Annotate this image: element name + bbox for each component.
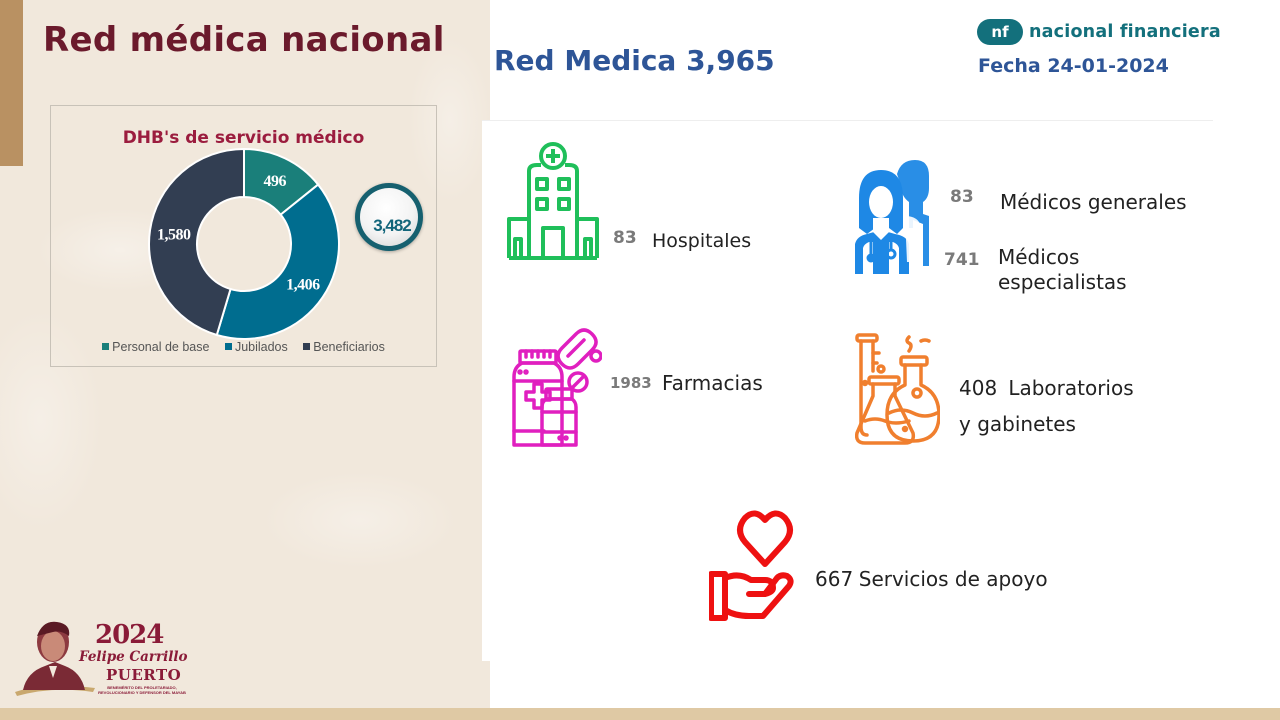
legend-item-personal-de-base: Personal de base <box>102 340 209 354</box>
page-title: Red médica nacional <box>43 20 445 60</box>
nafin-logo-mark-icon: nf <box>977 19 1023 45</box>
donut-value-label: 1,580 <box>157 227 191 244</box>
gold-accent-bar <box>0 0 23 166</box>
legend-item-jubilados: Jubilados <box>224 340 288 354</box>
servicios-count: 667 <box>815 567 854 591</box>
donut-svg: 496 1,406 1,580 <box>148 147 340 340</box>
dhb-donut-chart: DHB's de servicio médico 496 1,406 1,580 P… <box>50 105 437 367</box>
doctors-icon <box>855 160 929 274</box>
medicos-especialistas-label: Médicos especialistas <box>998 245 1127 294</box>
nafin-logo: nf nacional financiera <box>977 18 1221 46</box>
stat-hospitales <box>507 141 599 266</box>
medicos-especialistas-count: 741 <box>944 250 980 270</box>
stat-laboratorios <box>854 333 941 450</box>
total-dhb-bubble: 3,482 <box>355 183 423 251</box>
seal-name-line1: Felipe Carrillo <box>79 649 188 665</box>
pharmacy-icon <box>512 328 603 447</box>
laboratorios-count: 408 <box>959 376 998 400</box>
felipe-carrillo-puerto-seal: 2024 Felipe Carrillo PUERTO BENEMÉRITO D… <box>15 618 188 703</box>
hospitales-count: 83 <box>613 228 637 248</box>
medicos-generales-label: Médicos generales <box>1000 190 1187 214</box>
donut-value-label: 496 <box>263 173 286 190</box>
stat-medicos <box>855 158 929 279</box>
donut-slice-beneficiarios <box>148 147 245 337</box>
red-medica-total: Red Medica 3,965 <box>494 44 775 77</box>
stats-panel: 83 Hospitales 83 M <box>482 120 1213 661</box>
nafin-logo-text: nacional financiera <box>1029 22 1221 42</box>
medicos-generales-count: 83 <box>950 187 974 207</box>
farmacias-count: 1983 <box>610 374 652 392</box>
donut-value-label: 1,406 <box>286 277 320 294</box>
hospitales-label: Hospitales <box>652 230 752 252</box>
bottom-gold-strip <box>0 708 1280 720</box>
left-background-pattern <box>0 0 490 710</box>
legend-item-beneficiarios: Beneficiarios <box>303 340 385 354</box>
total-dhb-value: 3,482 <box>373 216 412 235</box>
chart-title: DHB's de servicio médico <box>122 128 365 148</box>
laboratorios-label-line1: Laboratorios <box>1008 376 1134 400</box>
lab-flasks-icon <box>854 333 941 445</box>
chart-legend: Personal de base Jubilados Beneficiarios <box>51 340 436 354</box>
portrait-icon <box>15 621 95 696</box>
seal-tagline: BENEMÉRITO DEL PROLETARIADO, REVOLUCIONA… <box>98 685 186 695</box>
report-date: Fecha 24-01-2024 <box>978 55 1169 77</box>
donut-value-labels: 496 1,406 1,580 <box>157 173 321 294</box>
servicios-label: Servicios de apoyo <box>858 567 1048 591</box>
laboratorios-label-line2: y gabinetes <box>959 412 1076 436</box>
donut-slice-jubilados <box>215 183 340 340</box>
seal-name-line2: PUERTO <box>106 666 182 684</box>
hospital-icon <box>507 142 599 260</box>
donut-slices <box>148 147 340 340</box>
heart-hand-icon <box>708 510 794 621</box>
seal-year: 2024 <box>95 620 164 650</box>
stat-servicios-apoyo <box>708 506 799 627</box>
stat-farmacias <box>512 326 603 456</box>
farmacias-label: Farmacias <box>662 371 763 395</box>
